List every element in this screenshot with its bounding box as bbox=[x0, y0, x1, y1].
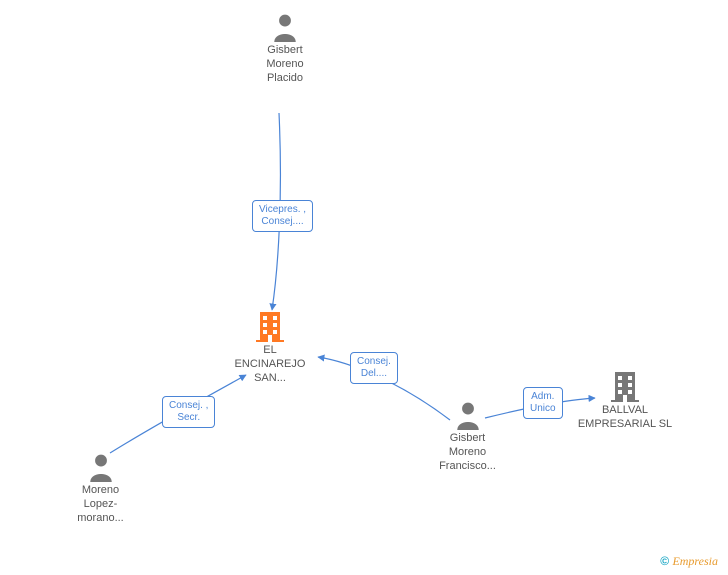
edge-label-3[interactable]: Adm. Unico bbox=[523, 387, 563, 419]
watermark: © Empresia bbox=[660, 554, 718, 569]
node-el_encinarejo[interactable]: ELENCINAREJOSAN... bbox=[220, 310, 320, 385]
node-label: GisbertMorenoFrancisco... bbox=[420, 432, 515, 473]
brand-name: Empresia bbox=[672, 554, 718, 568]
node-label: GisbertMorenoPlacido bbox=[245, 44, 325, 85]
copyright-symbol: © bbox=[660, 554, 669, 568]
node-gisbert_francisco[interactable]: GisbertMorenoFrancisco... bbox=[420, 400, 515, 473]
node-label: MorenoLopez-morano... bbox=[58, 484, 143, 525]
person-icon bbox=[420, 400, 515, 430]
person-icon bbox=[245, 12, 325, 42]
building-icon bbox=[560, 370, 690, 402]
node-label: ELENCINAREJOSAN... bbox=[220, 344, 320, 385]
edge-label-0[interactable]: Vicepres. , Consej.... bbox=[252, 200, 313, 232]
person-icon bbox=[58, 452, 143, 482]
node-ballval[interactable]: BALLVALEMPRESARIAL SL bbox=[560, 370, 690, 432]
edge-label-1[interactable]: Consej. , Secr. bbox=[162, 396, 215, 428]
node-moreno_lopez[interactable]: MorenoLopez-morano... bbox=[58, 452, 143, 525]
node-gisbert_placido[interactable]: GisbertMorenoPlacido bbox=[245, 12, 325, 85]
edge-label-2[interactable]: Consej. Del.... bbox=[350, 352, 398, 384]
node-label: BALLVALEMPRESARIAL SL bbox=[560, 404, 690, 432]
building-icon bbox=[220, 310, 320, 342]
